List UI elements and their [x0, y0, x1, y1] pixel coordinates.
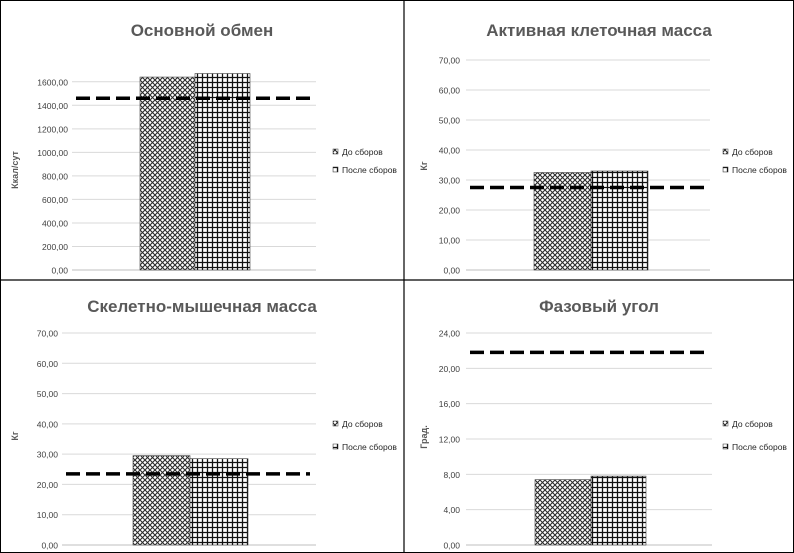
y-tick-label: 50,00 [37, 389, 59, 399]
bar-before [132, 455, 191, 546]
bar-before [139, 76, 196, 271]
y-axis-label: Кг [10, 431, 20, 440]
legend-label-after: После сборов [342, 442, 397, 452]
y-tick-label: 60,00 [439, 86, 461, 96]
legend-swatch-before [722, 148, 729, 155]
y-tick-label: 50,00 [439, 116, 461, 126]
y-axis-label: Ккал/сут [10, 151, 20, 189]
bar-after [590, 475, 647, 546]
y-tick-label: 24,00 [439, 329, 461, 339]
chart-panel-3: Скелетно-мышечная масса 0,00 10,00 20,00 30,… [10, 297, 397, 551]
legend-swatch-after [722, 166, 729, 173]
legend-swatch-after [332, 166, 339, 173]
y-tick-label: 1200,00 [37, 124, 68, 134]
legend-swatch-before [722, 420, 729, 427]
legend-swatch-before [332, 420, 339, 427]
y-tick-label: 200,00 [42, 242, 68, 252]
legend-label-before: До сборов [732, 419, 773, 429]
y-tick-label: 600,00 [42, 195, 68, 205]
y-tick-label: 12,00 [439, 435, 461, 445]
bar-after [189, 458, 249, 546]
bar-before [534, 479, 592, 546]
y-tick-label: 16,00 [439, 399, 461, 409]
y-tick-label: 1400,00 [37, 101, 68, 111]
legend-label-after: После сборов [342, 165, 397, 175]
y-tick-label: 40,00 [439, 146, 461, 156]
y-tick-label: 30,00 [37, 450, 59, 460]
y-tick-label: 60,00 [37, 359, 59, 369]
legend-swatch-after [332, 443, 339, 450]
y-tick-label: 1600,00 [37, 77, 68, 87]
y-tick-label: 20,00 [439, 206, 461, 216]
y-tick-label: 70,00 [37, 329, 59, 339]
y-tick-label: 0,00 [443, 541, 460, 551]
legend-label-before: До сборов [732, 147, 773, 157]
y-tick-label: 40,00 [37, 419, 59, 429]
y-axis-label: Кг [419, 161, 429, 170]
chart-title: Фазовый угол [539, 297, 659, 316]
chart-title: Основной обмен [131, 21, 274, 40]
y-tick-label: 20,00 [37, 480, 59, 490]
bar-after [194, 73, 251, 271]
y-tick-label: 4,00 [443, 505, 460, 515]
chart-title: Скелетно-мышечная масса [87, 297, 317, 316]
y-tick-label: 400,00 [42, 218, 68, 228]
y-tick-label: 800,00 [42, 171, 68, 181]
legend-label-after: После сборов [732, 165, 787, 175]
y-tick-label: 0,00 [41, 541, 58, 551]
chart-panel-4: Фазовый угол 0,00 4,00 8,00 12,00 16,00 20,00 2… [419, 297, 787, 551]
y-tick-label: 1000,00 [37, 148, 68, 158]
y-tick-label: 70,00 [439, 56, 461, 66]
y-tick-label: 8,00 [443, 470, 460, 480]
legend-label-before: До сборов [342, 147, 383, 157]
y-tick-label: 10,00 [439, 236, 461, 246]
chart-panel-1: Основной обмен 0,00 200,00 400,00 600,00 800,… [10, 21, 397, 276]
y-tick-label: 30,00 [439, 176, 461, 186]
chart-panel-2: Активная клеточная масса 0,00 10,00 20,00 30… [419, 21, 787, 276]
legend-swatch-before [332, 148, 339, 155]
legend-swatch-after [722, 443, 729, 450]
y-axis-label: Град. [419, 425, 429, 448]
legend-label-after: После сборов [732, 442, 787, 452]
legend-label-before: До сборов [342, 419, 383, 429]
y-tick-label: 10,00 [37, 510, 59, 520]
y-tick-label: 0,00 [443, 266, 460, 276]
y-tick-label: 0,00 [51, 266, 68, 276]
y-tick-label: 20,00 [439, 364, 461, 374]
chart-title: Активная клеточная масса [486, 21, 712, 40]
